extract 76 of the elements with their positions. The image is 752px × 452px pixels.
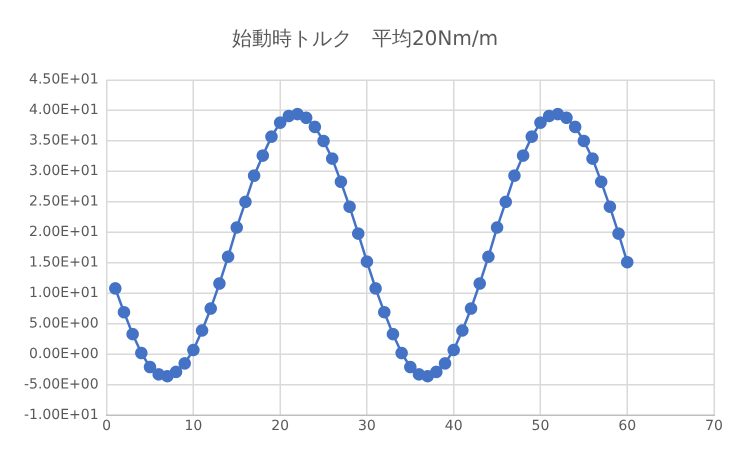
point [352, 227, 364, 240]
y-tick-label: 3.00E+01 [29, 163, 99, 180]
point [204, 302, 217, 315]
point [222, 250, 234, 263]
point [473, 277, 486, 290]
point [274, 116, 286, 129]
point [378, 306, 391, 318]
point [438, 357, 452, 370]
point [126, 328, 139, 340]
point [256, 149, 270, 162]
point [586, 152, 599, 165]
point [508, 169, 521, 182]
point [447, 344, 460, 356]
point [456, 324, 469, 337]
x-tick-label: 40 [444, 418, 463, 434]
point [135, 346, 148, 360]
point [578, 134, 590, 148]
y-tick-label: 2.50E+01 [29, 194, 99, 210]
point [265, 130, 278, 143]
y-tick-label: 1.00E+01 [29, 284, 99, 301]
point [464, 302, 478, 315]
point [386, 328, 400, 340]
point [560, 112, 573, 124]
point [291, 108, 304, 120]
point [604, 200, 616, 214]
point [178, 357, 191, 370]
point [594, 176, 608, 188]
point [500, 196, 512, 208]
y-tick-label: 2.00E+01 [29, 224, 99, 240]
point [239, 196, 252, 208]
point [620, 256, 634, 268]
point [482, 250, 495, 263]
x-tick-label: 30 [358, 418, 376, 434]
point [326, 152, 338, 165]
x-tick-label: 10 [184, 418, 202, 434]
point [568, 120, 582, 134]
x-tick-label: 70 [705, 418, 723, 434]
point [395, 346, 408, 360]
y-tick-label: 5.00E+00 [29, 315, 99, 332]
point [369, 282, 382, 295]
point [300, 112, 312, 124]
point [490, 221, 504, 234]
point [161, 370, 174, 382]
chart-title: 始動時トルク 平均20Nm/m [232, 26, 498, 50]
x-tick-label: 60 [618, 418, 636, 434]
point [534, 116, 547, 129]
x-tick-label: 20 [271, 418, 290, 434]
y-tick-label: -5.00E+00 [24, 376, 99, 392]
y-tick-label: 3.50E+01 [29, 132, 99, 149]
y-tick-label: -1.00E+01 [24, 406, 99, 423]
y-tick-label: 4.50E+01 [29, 72, 99, 88]
y-tick-label: 0.00E+00 [29, 346, 99, 362]
point [343, 200, 356, 214]
point [612, 227, 625, 240]
point [248, 169, 260, 182]
point [421, 370, 434, 382]
point [118, 306, 130, 318]
point [308, 120, 322, 134]
point [144, 360, 156, 374]
point [404, 360, 417, 374]
point [430, 366, 443, 378]
point [187, 344, 200, 356]
y-tick-label: 4.00E+01 [29, 102, 99, 118]
point [213, 277, 226, 290]
point [170, 366, 182, 378]
y-tick-label: 1.50E+01 [29, 254, 99, 270]
point [196, 324, 208, 337]
x-tick-label: 50 [532, 418, 550, 434]
point [360, 255, 374, 268]
point [526, 130, 538, 143]
point [516, 149, 530, 162]
point [109, 282, 122, 295]
point [317, 134, 330, 148]
point [230, 221, 244, 234]
point [334, 176, 348, 188]
x-tick-label: 0 [102, 418, 112, 434]
